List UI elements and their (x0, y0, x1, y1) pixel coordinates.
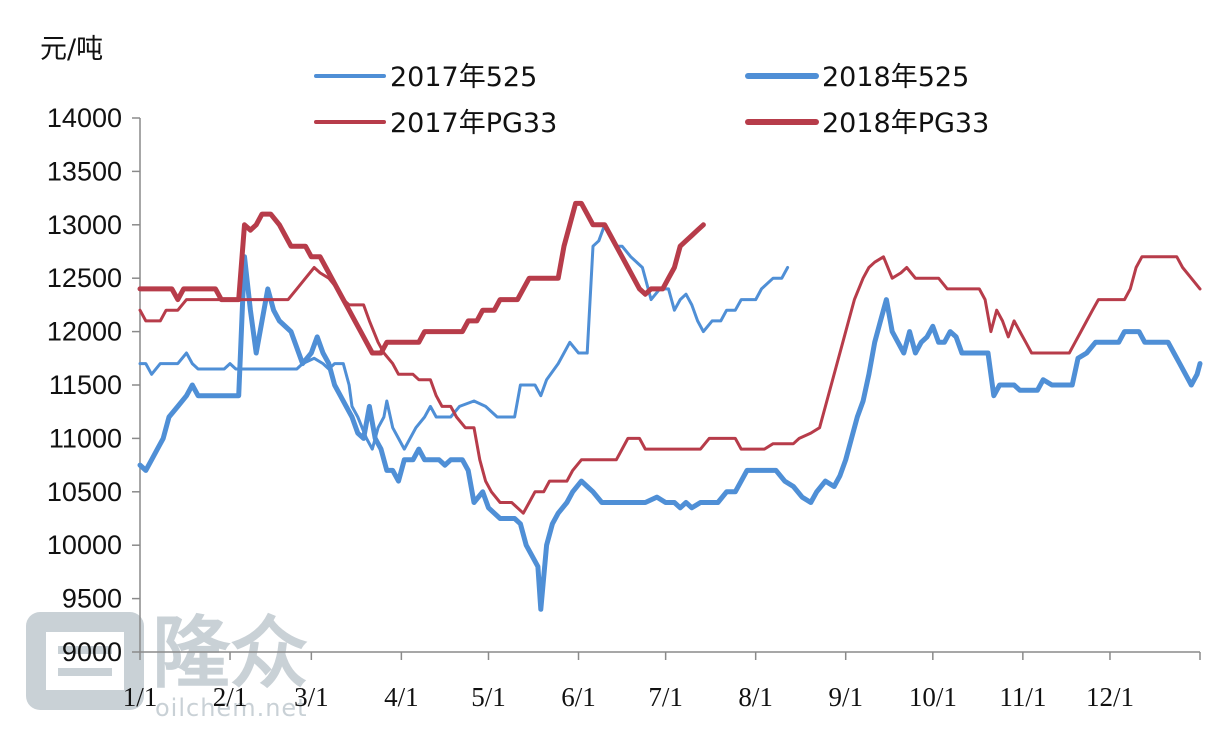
series-line-1 (138, 223, 790, 451)
x-tick-label: 3/1 (294, 682, 329, 712)
y-tick-label: 10500 (47, 477, 122, 507)
x-tick-label: 2/1 (213, 682, 248, 712)
legend-label-3: 2017年PG33 (390, 108, 557, 139)
watermark: 隆众 oilchem.net (26, 609, 308, 722)
x-tick-label: 9/1 (828, 682, 863, 712)
legend-label-1: 2017年525 (390, 62, 537, 93)
x-tick-label: 5/1 (471, 682, 506, 712)
x-tick-label: 4/1 (384, 682, 419, 712)
x-tick-label: 12/1 (1086, 682, 1134, 712)
legend-label-4: 2018年PG33 (822, 108, 989, 139)
y-tick-label: 10000 (47, 530, 122, 560)
y-tick-label: 13500 (47, 156, 122, 186)
y-tick-label: 11000 (49, 423, 122, 453)
y-tick-label: 9500 (62, 584, 122, 614)
x-tick-label: 8/1 (738, 682, 773, 712)
x-tick-label: 10/1 (909, 682, 957, 712)
x-tick-label: 1/1 (123, 682, 158, 712)
series-layer (137, 200, 1203, 612)
watermark-logo-icon (26, 612, 144, 710)
x-axis-ticks: 1/1 2/1 3/1 4/1 5/1 6/1 7/1 8/1 9/1 10/1 11/1 12/1 (123, 652, 1201, 712)
y-tick-label: 12000 (47, 317, 122, 347)
y-tick-label: 14000 (47, 103, 122, 133)
y-axis-ticks: 9000 9500 10000 10500 11000 11500 12000 12500 13… (47, 103, 140, 667)
x-tick-label: 11/1 (999, 682, 1046, 712)
legend-label-2: 2018年525 (822, 62, 969, 93)
x-tick-label: 7/1 (648, 682, 683, 712)
watermark-url: oilchem.net (155, 694, 308, 722)
x-tick-label: 6/1 (561, 682, 596, 712)
y-tick-label: 13000 (47, 210, 122, 240)
y-axis-unit-label: 元/吨 (40, 34, 103, 65)
y-tick-label: 12500 (47, 263, 122, 293)
series-line-4 (137, 200, 706, 356)
y-tick-label: 9000 (62, 637, 122, 667)
series-line-2 (137, 254, 1203, 612)
y-tick-label: 11500 (49, 370, 122, 400)
legend: 2017年525 2018年525 2017年PG33 2018年PG33 (314, 62, 989, 139)
